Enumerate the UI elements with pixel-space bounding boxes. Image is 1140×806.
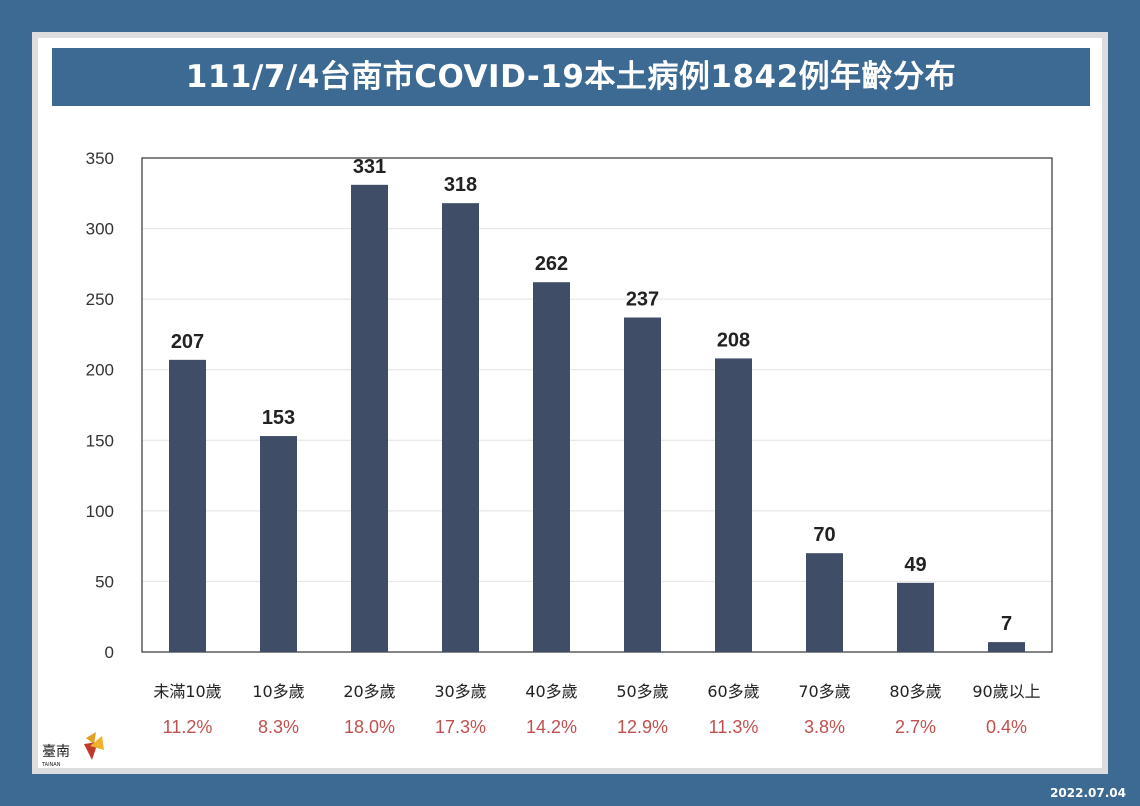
y-tick-label: 250 [86,290,114,309]
data-label: 49 [904,554,926,576]
tainan-city-logo: 臺南 TAINAN [41,732,104,768]
bar [351,184,388,652]
percent-label: 14.2% [526,717,577,737]
data-label: 207 [171,331,204,353]
data-label: 331 [353,156,386,178]
x-tick-label: 90歲以上 [972,682,1040,701]
bar [533,282,570,652]
logo-mark-yellow [86,732,96,744]
x-tick-label: 未滿10歲 [153,682,221,701]
x-tick-label: 10多歲 [252,682,304,701]
x-tick-label: 20多歲 [343,682,395,701]
percent-label: 2.7% [895,717,936,737]
percent-label: 0.4% [986,717,1027,737]
percent-label: 11.2% [163,717,213,737]
bar [624,317,661,652]
bar [715,358,752,652]
bar [988,642,1025,652]
bar [806,553,843,652]
data-label: 262 [535,253,568,275]
bar [260,436,297,652]
data-label: 237 [626,288,659,310]
x-tick-label: 50多歲 [616,682,668,701]
y-tick-label: 0 [105,643,114,662]
percent-label: 11.3% [709,717,759,737]
logo-text: 臺南 [42,744,70,760]
x-tick-label: 80多歲 [889,682,941,701]
percent-label: 3.8% [804,717,845,737]
title-bar: 111/7/4台南市COVID-19本土病例1842例年齡分布 [52,48,1090,106]
percent-label: 18.0% [344,717,395,737]
logo-mark-gold [90,736,104,750]
x-tick-label: 60多歲 [707,682,759,701]
y-tick-label: 50 [95,572,114,591]
percent-label: 12.9% [617,717,668,737]
y-tick-label: 300 [86,220,114,239]
bar [169,359,206,652]
x-tick-label: 40多歲 [525,682,577,701]
date-stamp: 2022.07.04 [1050,786,1126,800]
plot-border [141,157,1053,653]
percent-label: 17.3% [435,717,486,737]
data-label: 70 [813,524,835,546]
y-tick-label: 200 [86,361,114,380]
bar [442,203,479,652]
data-label: 153 [262,407,295,429]
logo-subtext: TAINAN [41,762,61,768]
y-tick-label: 100 [86,502,114,521]
y-tick-label: 350 [86,149,114,168]
x-tick-label: 70多歲 [798,682,850,701]
percent-label: 8.3% [258,717,299,737]
data-label: 7 [1001,613,1012,635]
y-tick-label: 150 [86,431,114,450]
data-label: 208 [717,329,750,351]
bar [897,582,934,652]
x-tick-label: 30多歲 [434,682,486,701]
page-title: 111/7/4台南市COVID-19本土病例1842例年齡分布 [185,59,957,95]
data-label: 318 [444,174,477,196]
